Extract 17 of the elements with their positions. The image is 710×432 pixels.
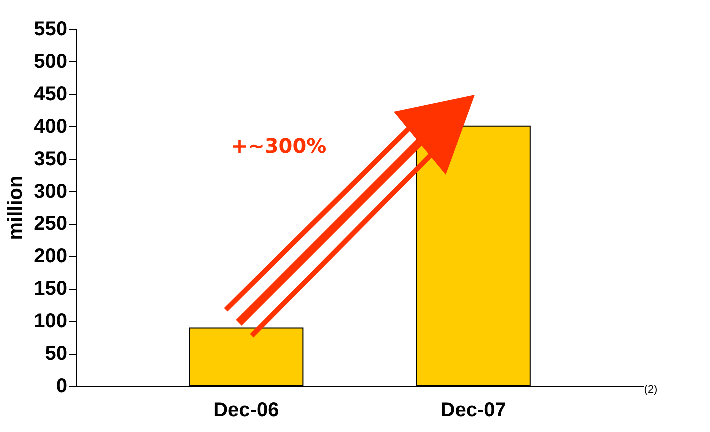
- y-tick-label: 550: [34, 18, 68, 40]
- x-tick-label: Dec-07: [440, 400, 506, 422]
- y-axis-title: million: [5, 176, 28, 240]
- y-tick-label: 150: [34, 278, 68, 300]
- y-tick-label: 300: [34, 180, 68, 203]
- x-tick-label: Dec-06: [214, 400, 280, 422]
- y-tick-label: 500: [34, 50, 68, 73]
- annotation: (2): [644, 384, 658, 396]
- annotation: +~300%: [231, 134, 327, 158]
- y-tick-label: 0: [56, 376, 68, 398]
- y-tick-label: 400: [34, 116, 68, 138]
- y-tick-label: 50: [45, 343, 68, 366]
- y-tick-label: 250: [34, 213, 68, 236]
- y-tick-label: 350: [34, 148, 68, 170]
- y-tick-label: 450: [34, 83, 68, 106]
- y-tick-label: 100: [34, 310, 68, 333]
- y-tick-label: 200: [34, 246, 68, 268]
